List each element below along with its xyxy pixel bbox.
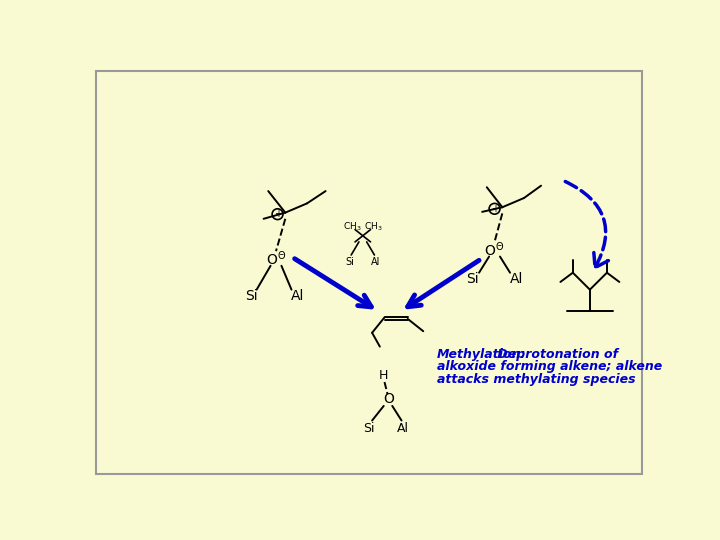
Text: Al: Al xyxy=(397,422,409,435)
Text: Deprotonation of: Deprotonation of xyxy=(493,348,618,361)
Text: Al: Al xyxy=(372,257,381,267)
Text: H: H xyxy=(378,369,387,382)
Text: Si: Si xyxy=(345,257,354,267)
Text: O: O xyxy=(384,392,395,406)
Text: +: + xyxy=(274,209,282,219)
Text: Si: Si xyxy=(467,272,480,286)
Text: +: + xyxy=(490,204,498,214)
Text: Al: Al xyxy=(291,289,305,303)
Text: Methylation:: Methylation: xyxy=(437,348,526,361)
Text: Al: Al xyxy=(510,272,523,286)
Text: alkoxide forming alkene; alkene: alkoxide forming alkene; alkene xyxy=(437,361,662,374)
Text: O$^{\Theta}$: O$^{\Theta}$ xyxy=(485,240,505,259)
FancyArrowPatch shape xyxy=(565,181,608,267)
Text: Si: Si xyxy=(245,289,258,303)
Text: attacks methylating species: attacks methylating species xyxy=(437,373,636,386)
Text: CH$_3$: CH$_3$ xyxy=(343,220,361,233)
Text: O$^{\Theta}$: O$^{\Theta}$ xyxy=(266,249,286,268)
Text: Si: Si xyxy=(364,422,374,435)
Text: CH$_3$: CH$_3$ xyxy=(364,220,383,233)
